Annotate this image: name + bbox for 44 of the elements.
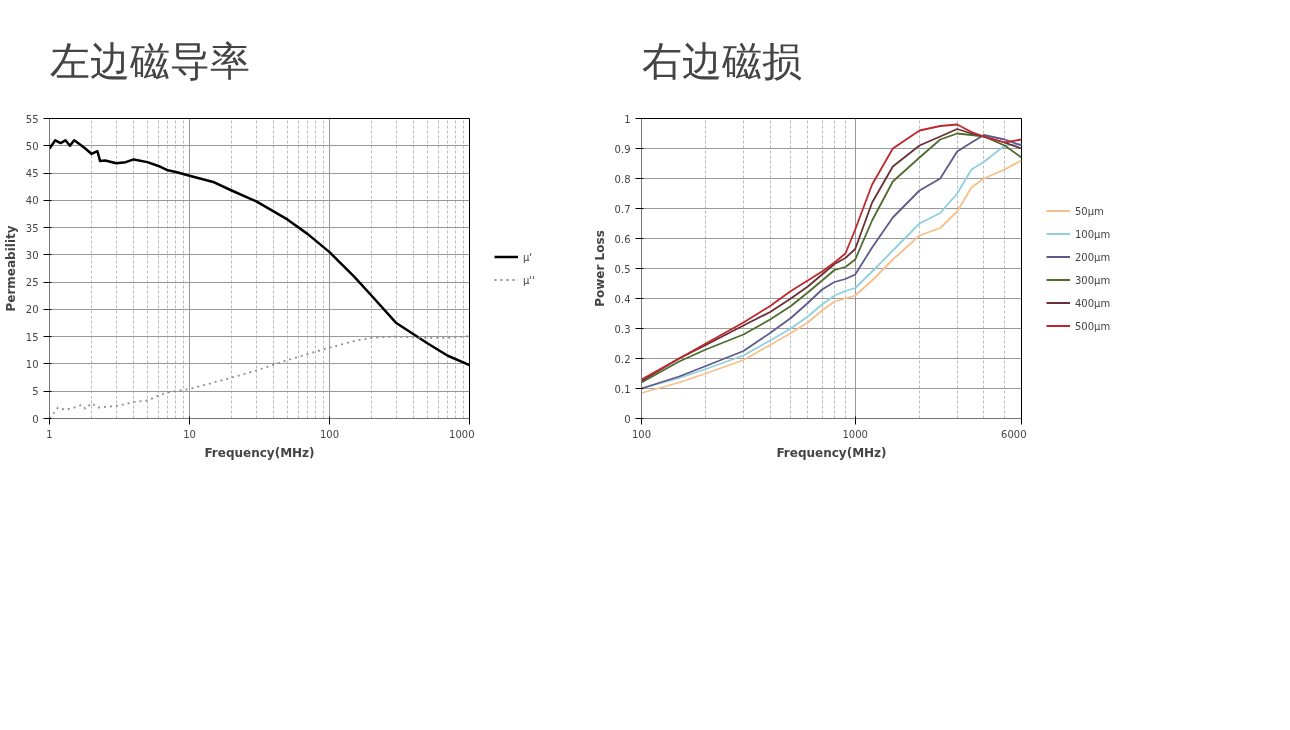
x-tick-label: 1 [46,428,53,440]
y-tick-label: 35 [25,222,39,234]
y-tick-label: 1 [624,113,631,125]
y-tick-label: 0.7 [614,203,631,215]
x-tick-label: 1000 [842,428,868,440]
y-tick-label: 55 [25,113,39,125]
legend-label: μ' [523,251,534,262]
y-tick-label: 0.4 [614,293,631,305]
legend-label: 50μm [1075,205,1104,216]
x-tick-label: 10 [183,428,196,440]
y-tick-label: 0.1 [614,383,631,395]
y-tick-label: 50 [25,140,39,152]
y-tick-label: 45 [25,168,39,180]
legend-label: 200μm [1075,251,1111,262]
legend-label: 500μm [1075,320,1111,331]
x-tick-label: 6000 [1001,428,1027,440]
y-tick-label: 0.3 [614,323,631,335]
y-tick-label: 40 [25,195,39,207]
y-axis-title: Power Loss [592,230,607,307]
y-tick-label: 10 [25,358,39,370]
y-tick-label: 0.6 [614,233,631,245]
y-tick-label: 30 [25,249,39,261]
legend-label: 100μm [1075,228,1111,239]
y-tick-label: 0.9 [614,143,631,155]
x-tick-label: 100 [319,428,340,440]
y-tick-label: 15 [25,331,39,343]
legend-label: 300μm [1075,274,1111,285]
y-tick-label: 20 [25,304,39,316]
x-axis-title: Frequency(MHz) [204,445,315,460]
y-tick-label: 0 [32,413,39,425]
y-tick-label: 0.8 [614,173,631,185]
legend-label: 400μm [1075,297,1111,308]
y-axis-title: Permeability [3,225,18,312]
x-axis-title: Frequency(MHz) [776,445,887,460]
y-tick-label: 0.2 [614,353,631,365]
legend-label: μ'' [523,274,536,285]
y-tick-label: 25 [25,277,39,289]
y-tick-label: 0.5 [614,263,631,275]
y-tick-label: 0 [624,413,631,425]
chart-title: 左边磁导率 [49,37,250,84]
x-tick-label: 100 [631,428,652,440]
chart-title: 右边磁损 [641,37,802,84]
y-tick-label: 5 [32,386,39,398]
x-tick-label: 1000 [449,428,475,440]
